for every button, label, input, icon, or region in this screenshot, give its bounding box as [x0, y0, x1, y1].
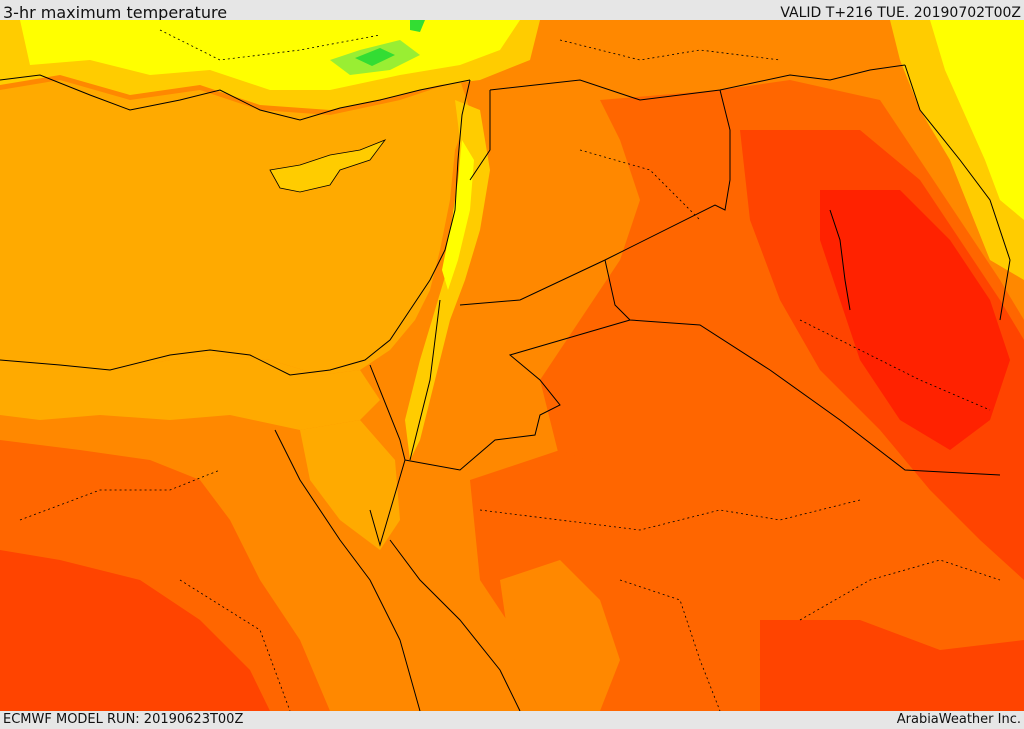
mediterranean-sea — [0, 80, 470, 375]
south-red — [760, 620, 1024, 711]
credit-text: ArabiaWeather Inc. — [896, 712, 1021, 727]
northeast-yellow-core — [930, 20, 1024, 220]
levant-strip-inner — [442, 140, 474, 290]
province-boundaries — [19, 29, 1001, 711]
map-canvas — [0, 20, 1024, 711]
map-header: 3-hr maximum temperature VALID T+216 TUE… — [0, 0, 1024, 22]
country-boundaries — [369, 64, 1011, 547]
west-egypt-red — [0, 550, 270, 711]
model-run: ECMWF MODEL RUN: 20190623T00Z — [3, 712, 244, 727]
saudi-light — [500, 560, 620, 711]
temperature-map[interactable] — [0, 20, 1024, 711]
cyprus — [269, 139, 387, 193]
map-title: 3-hr maximum temperature — [3, 3, 228, 22]
turkey-green-small — [410, 20, 425, 32]
turkey-green-core — [355, 48, 395, 66]
turkey-yellow — [20, 20, 520, 90]
sinai-light — [300, 420, 400, 550]
valid-time: VALID T+216 TUE. 20190702T00Z — [780, 5, 1021, 21]
coastlines — [0, 74, 851, 711]
map-footer: ECMWF MODEL RUN: 20190623T00Z ArabiaWeat… — [0, 711, 1024, 729]
egypt-coast-band — [0, 355, 380, 430]
iraq-red — [820, 190, 1010, 450]
